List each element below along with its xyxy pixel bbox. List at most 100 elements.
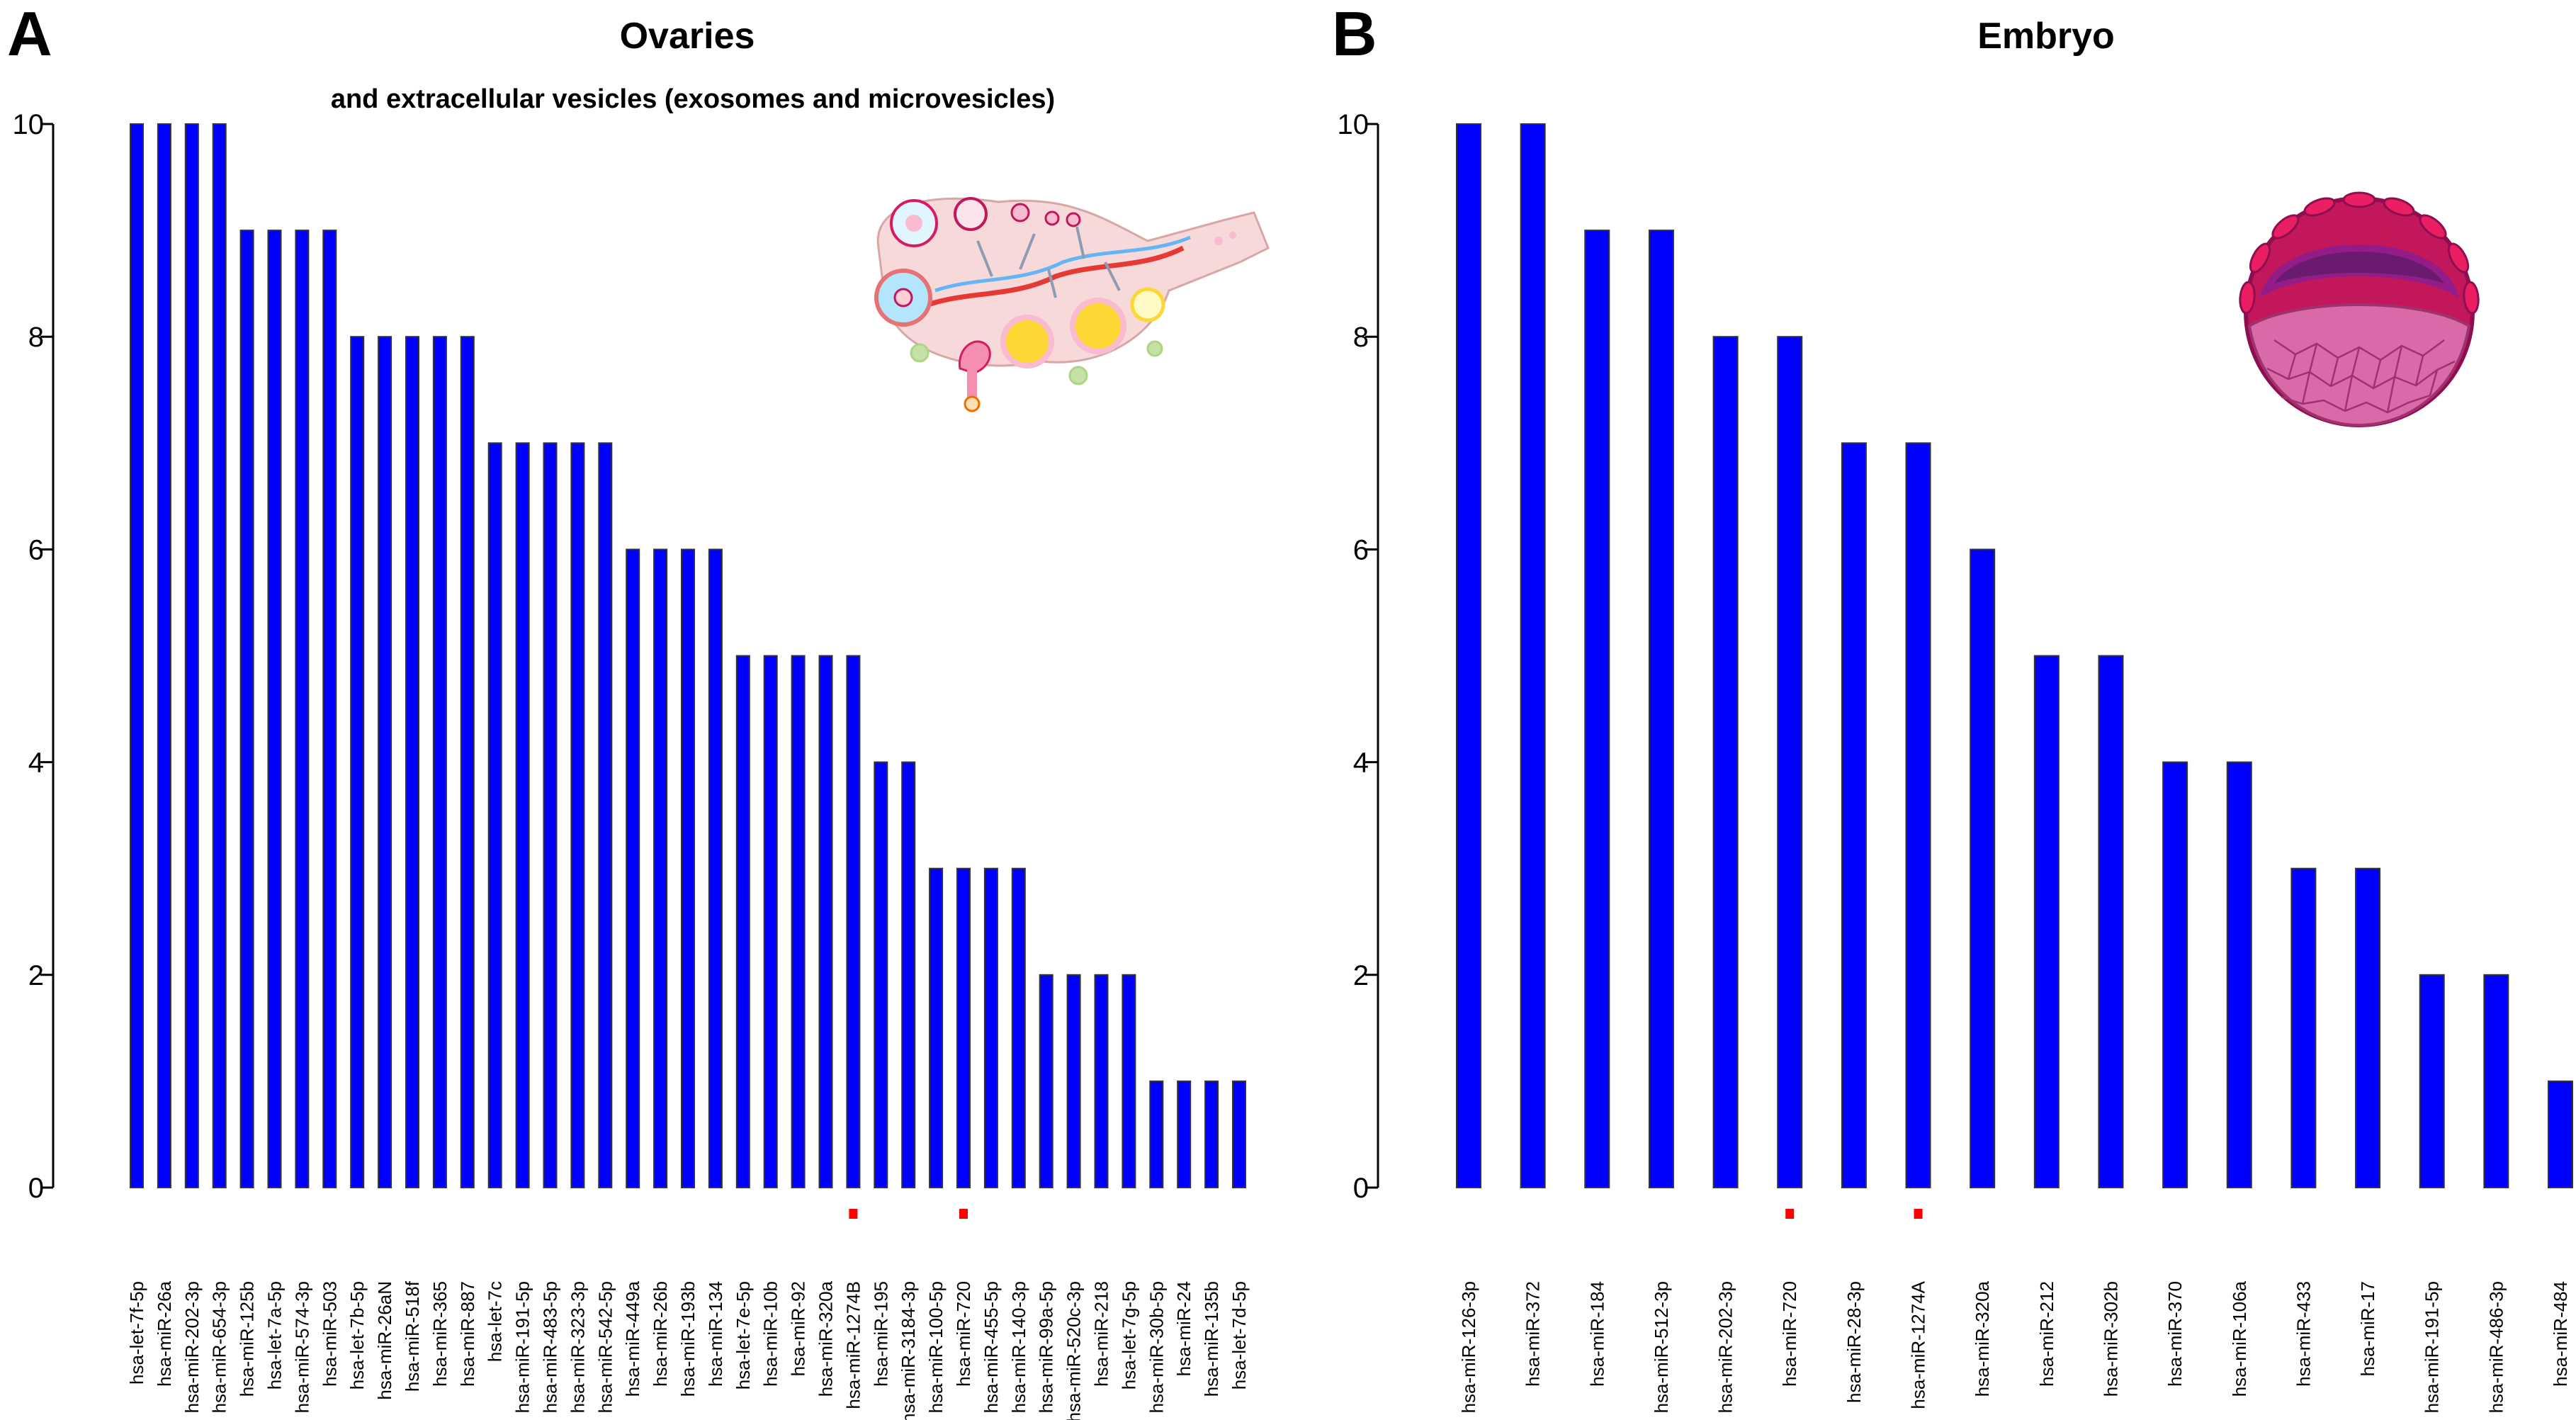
panel-a-bar: [570, 442, 585, 1188]
panel-a-bar: [1066, 974, 1081, 1189]
panel-a-category-label: hsa-miR-323-3p: [567, 1281, 588, 1413]
panel-a-bar: [791, 655, 806, 1188]
panel-b-category-label: hsa-miR-202-3p: [1715, 1281, 1736, 1413]
panel-b-y-tick-label: 2: [1353, 960, 1369, 991]
panel-a-y-tick-label: 8: [28, 322, 44, 353]
panel-a-category-label: hsa-miR-518f: [402, 1280, 423, 1392]
panel-b-y-tick-label: 8: [1353, 322, 1369, 353]
panel-a-bar: [1122, 974, 1136, 1189]
panel-b-bar: [1970, 548, 1996, 1188]
panel-a-bar: [460, 336, 475, 1189]
panel-b-bar: [1905, 442, 1931, 1188]
panel-b-bar: [2098, 655, 2124, 1188]
panel-a-y-tick-label: 2: [28, 960, 44, 991]
panel-a-bar: [543, 442, 558, 1188]
panel-a-bar: [322, 230, 337, 1189]
panel-a-y-tick-label: 10: [13, 109, 45, 140]
panel-b-y-axis: 0 2 4 6 8 10: [1338, 109, 1379, 1204]
panel-a-bar: [874, 761, 888, 1188]
panel-a-bar: [653, 548, 668, 1188]
panel-a-bar: [626, 548, 640, 1188]
panel-b-highlight-marker: [1914, 1209, 1923, 1219]
panel-b-bar: [1841, 442, 1867, 1188]
panel-b-category-label: hsa-miR-370: [2164, 1281, 2186, 1387]
panel-a-category-label: hsa-miR-191-5p: [512, 1281, 533, 1413]
panel-a-category-label: hsa-miR-720: [953, 1281, 974, 1387]
panel-b-bar: [2419, 974, 2445, 1189]
panel-a-category-label: hsa-miR-193b: [677, 1281, 699, 1397]
panel-a-bar: [956, 867, 971, 1188]
panel-b-category-label: hsa-miR-126-3p: [1458, 1281, 1479, 1413]
panel-b-bars: [1456, 123, 2573, 1189]
panel-b-y-tick-label: 0: [1353, 1173, 1369, 1204]
panel-a-bar: [735, 655, 750, 1188]
panel-a-category-labels: hsa-let-7f-5p hsa-miR-26a hsa-miR-202-3p hs…: [126, 1280, 1250, 1420]
panel-b-category-label: hsa-miR-484: [2550, 1281, 2571, 1387]
panel-b-category-label: hsa-miR-184: [1586, 1281, 1608, 1387]
panel-a-bar: [487, 442, 502, 1188]
panel-a-category-label: hsa-let-7d-5p: [1228, 1281, 1250, 1390]
panel-b-category-label: hsa-miR-433: [2293, 1281, 2314, 1387]
panel-a-bar: [1039, 974, 1053, 1189]
panel-a-category-label: hsa-miR-202-3p: [181, 1281, 203, 1413]
panel-a-bar: [983, 867, 998, 1188]
panel-a-category-label: hsa-let-7g-5p: [1118, 1281, 1139, 1390]
panel-a-bar: [818, 655, 833, 1188]
panel-b-category-label: hsa-miR-486-3p: [2485, 1281, 2507, 1413]
panel-a-bar: [763, 655, 778, 1188]
panel-a-category-label: hsa-miR-26a: [154, 1280, 175, 1386]
panel-a-bar: [157, 123, 171, 1188]
panel-b-bar: [2226, 761, 2252, 1188]
panel-a-y-tick-label: 4: [28, 748, 44, 779]
panel-b-category-label: hsa-miR-212: [2036, 1281, 2057, 1387]
panel-b-category-label: hsa-miR-28-3p: [1843, 1281, 1865, 1403]
panel-a-bar: [405, 336, 419, 1189]
panel-a-category-label: hsa-let-7b-5p: [346, 1281, 368, 1390]
panel-a-category-label: hsa-miR-455-5p: [981, 1281, 1002, 1413]
panel-a-bar: [929, 867, 944, 1188]
panel-b-bar: [2033, 655, 2060, 1188]
panel-a-category-label: hsa-miR-887: [457, 1281, 478, 1387]
panel-a-category-label: hsa-miR-24: [1173, 1281, 1194, 1376]
panel-a-category-label: hsa-miR-30b-5p: [1146, 1281, 1167, 1413]
panel-a-title: Ovaries: [620, 16, 755, 57]
panel-a-category-label: hsa-miR-140-3p: [1008, 1281, 1029, 1413]
embryo-illustration: [2239, 191, 2480, 427]
panel-a-category-label: hsa-miR-135b: [1201, 1281, 1222, 1397]
panel-a-subtitle: and extracellular vesicles (exosomes and…: [331, 84, 1055, 114]
panel-a-highlight-marker: [849, 1209, 858, 1219]
panel-a-bar: [1232, 1080, 1246, 1189]
panel-a-bar: [1204, 1080, 1219, 1189]
panel-b-category-label: hsa-miR-372: [1523, 1281, 1544, 1387]
panel-b-y-tick-label: 10: [1338, 109, 1369, 140]
panel-b-category-label: hsa-miR-320a: [1972, 1280, 1993, 1397]
panel-b-bar: [1456, 123, 1481, 1188]
panel-a-category-label: hsa-let-7c: [485, 1281, 506, 1362]
panel-a-bars: [130, 123, 1246, 1189]
panel-b-bar: [2290, 867, 2317, 1188]
panel-a-bar: [212, 123, 227, 1188]
panel-b-title: Embryo: [1977, 16, 2115, 57]
panel-b-y-tick-label: 6: [1353, 534, 1369, 565]
panel-a-category-label: hsa-miR-99a-5p: [1036, 1281, 1057, 1413]
panel-a-category-label: hsa-miR-574-3p: [291, 1281, 312, 1413]
panel-b-category-label: hsa-miR-17: [2357, 1281, 2378, 1376]
panel-a-bar: [378, 336, 392, 1189]
panel-b-bar: [2355, 867, 2381, 1188]
panel-b-bar: [2548, 1080, 2573, 1189]
panel-a-bar: [681, 548, 695, 1188]
ovary-illustration: [874, 197, 1270, 412]
panel-b-markers: [1785, 1209, 1923, 1219]
panel-b-bar: [1584, 230, 1610, 1189]
panel-a-category-label: hsa-let-7f-5p: [126, 1281, 147, 1385]
panel-a-bar: [239, 230, 254, 1189]
panel-a-category-label: hsa-miR-320a: [815, 1280, 837, 1397]
panel-a: A Ovaries and extracellular vesicles (ex…: [7, 0, 1270, 1420]
panel-a-category-label: hsa-miR-3184-3p: [898, 1281, 919, 1420]
panel-b-letter: B: [1332, 0, 1377, 69]
panel-b-category-label: hsa-miR-302b: [2100, 1281, 2121, 1397]
panel-b-y-tick-label: 4: [1353, 748, 1369, 779]
panel-a-category-label: hsa-miR-365: [429, 1281, 451, 1387]
panel-a-category-label: hsa-let-7a-5p: [264, 1281, 286, 1390]
panel-b-category-label: hsa-miR-1274A: [1908, 1280, 1929, 1409]
